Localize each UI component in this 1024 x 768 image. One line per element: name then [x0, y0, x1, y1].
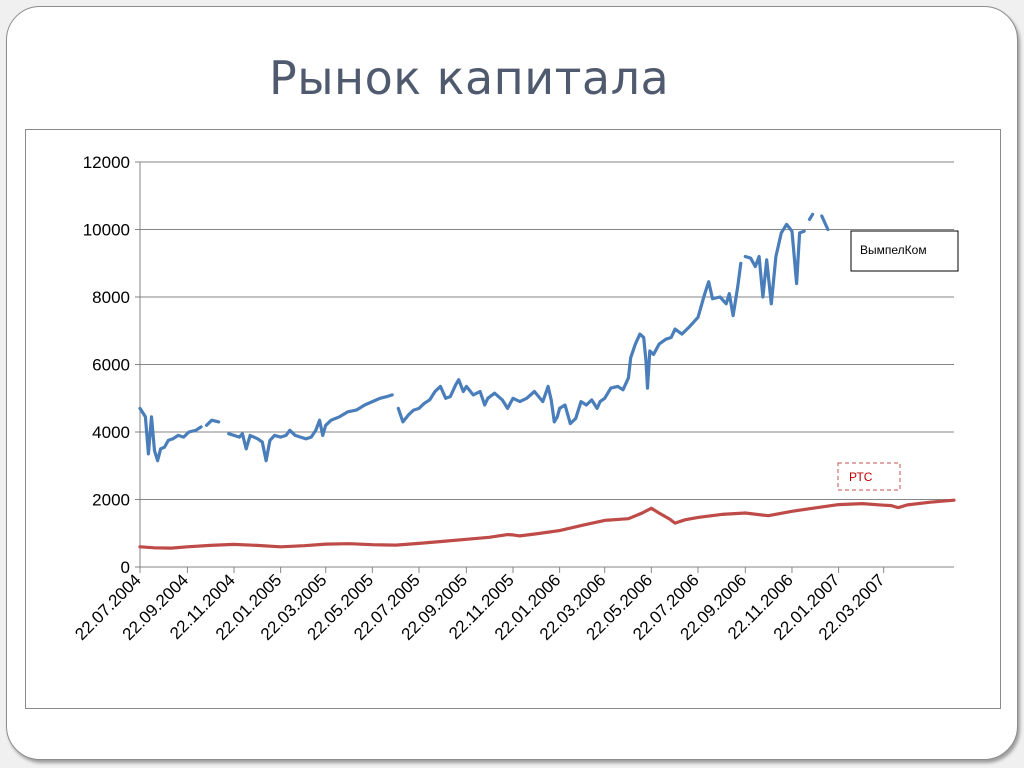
y-tick-label: 0	[121, 558, 130, 577]
y-tick-label: 10000	[83, 221, 130, 240]
y-tick-label: 4000	[92, 423, 130, 442]
annotation-label-vimpelcom: ВымпелКом	[860, 243, 927, 257]
slide: Рынок капитала 0 2000 4000 6000 8000 10000 120…	[6, 6, 1018, 760]
y-tick-label: 2000	[92, 491, 130, 510]
slide-title: Рынок капитала	[269, 51, 670, 105]
chart-frame: 0 2000 4000 6000 8000 10000 12000 22.07.2004 22.…	[25, 129, 1001, 709]
annotation-box-rts	[837, 462, 901, 491]
line-chart: 02000400060008000100001200022.07.200422.…	[71, 153, 959, 644]
y-tick-label: 8000	[92, 288, 130, 307]
y-tick-label: 12000	[83, 153, 130, 172]
series-line-rts	[138, 498, 956, 550]
annotation-label-rts: РТС	[849, 470, 873, 484]
series-line-vimpelcom	[138, 212, 830, 463]
y-tick-label: 6000	[92, 356, 130, 375]
annotation-box-vimpelcom	[850, 230, 959, 272]
